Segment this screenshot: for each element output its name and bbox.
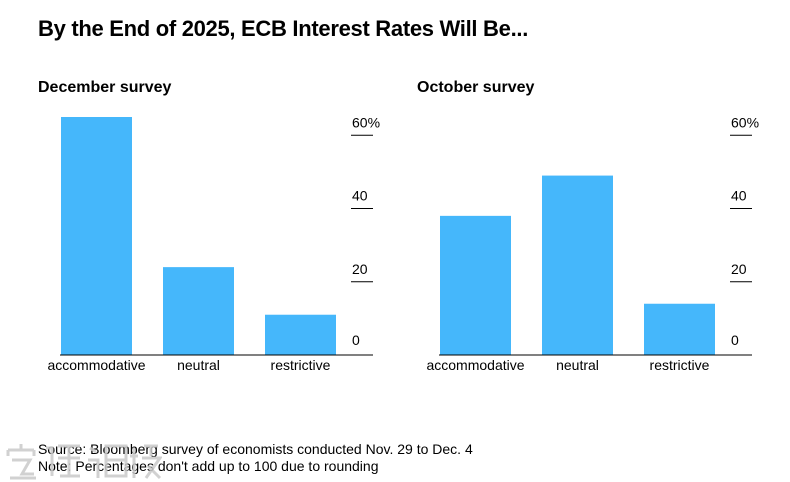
panel-title-october: October survey: [417, 79, 535, 96]
x-tick-label: accommodative: [47, 357, 145, 373]
bar-neutral: [542, 175, 613, 355]
bar-neutral: [163, 267, 234, 355]
chart-title: By the End of 2025, ECB Interest Rates W…: [38, 16, 529, 41]
y-tick-label: 0: [352, 332, 360, 348]
bar-accommodative: [440, 215, 511, 355]
y-tick-label: 20: [352, 261, 368, 277]
october-survey-bar-chart: accommodative neutral restrictive 0 20 40 60%: [426, 114, 759, 373]
x-tick-label: restrictive: [271, 357, 331, 373]
x-tick-label: neutral: [556, 357, 599, 373]
bar-restrictive: [644, 303, 715, 355]
bar-accommodative: [61, 117, 132, 355]
y-tick-label: 40: [352, 188, 368, 204]
y-tick-label: 60%: [352, 114, 380, 130]
rounding-note: Note: Percentages don't add up to 100 du…: [38, 458, 379, 474]
y-tick-label: 20: [731, 261, 747, 277]
panel-title-december: December survey: [38, 79, 172, 96]
x-tick-label: accommodative: [426, 357, 524, 373]
y-tick-label: 40: [731, 188, 747, 204]
y-tick-label: 0: [731, 332, 739, 348]
december-survey-bar-chart: accommodative neutral restrictive 0 20 40 60%: [47, 114, 380, 373]
x-tick-label: neutral: [177, 357, 220, 373]
watermark-logo-icon: [6, 444, 162, 480]
y-tick-label: 60%: [731, 114, 759, 130]
x-tick-label: restrictive: [650, 357, 710, 373]
bar-restrictive: [265, 314, 336, 355]
